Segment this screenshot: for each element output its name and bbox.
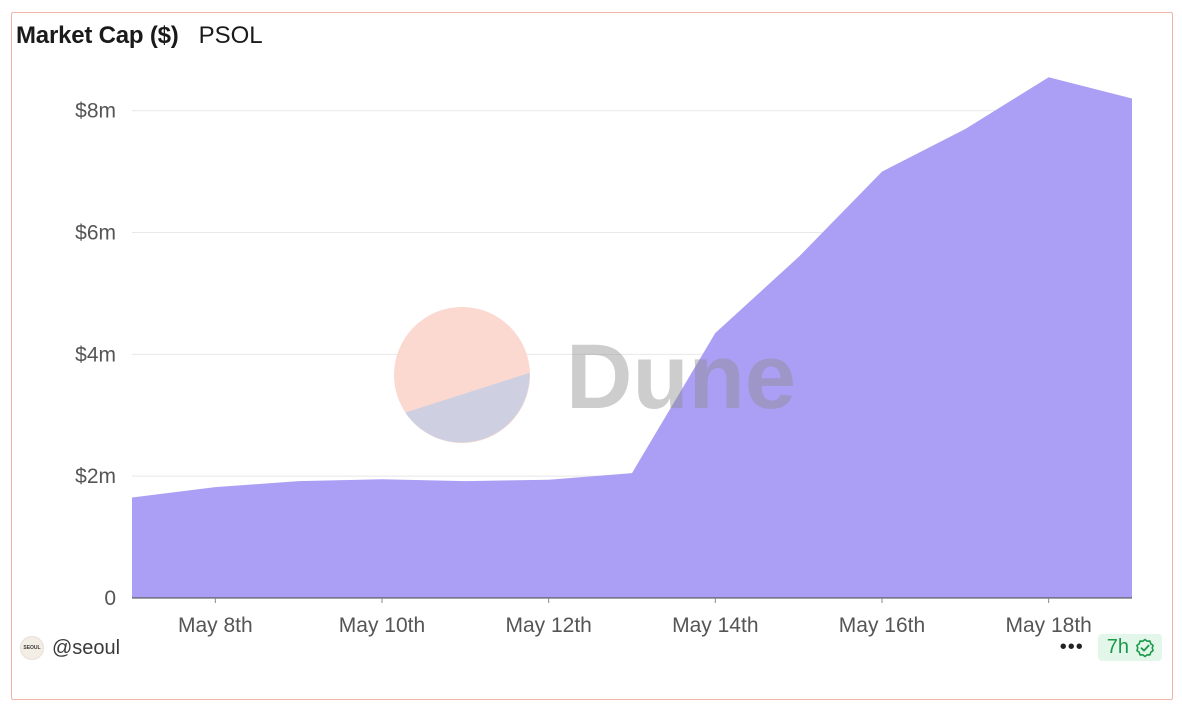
y-tick-label: $2m [75, 465, 116, 488]
chart-subtitle: PSOL [198, 22, 263, 49]
verified-check-icon [1136, 638, 1154, 657]
y-axis-ticks: 0 $2m $4m $6m $8m [75, 100, 116, 610]
x-tick-label: May 18th [1005, 614, 1091, 637]
y-tick-label: 0 [104, 587, 116, 610]
x-tick-label: May 8th [178, 614, 253, 637]
avatar[interactable]: SEOUL [20, 636, 44, 660]
author-info[interactable]: SEOUL @seoul [20, 636, 120, 660]
refresh-badge[interactable]: 7h [1097, 634, 1162, 661]
y-tick-label: $8m [75, 100, 116, 123]
footer-actions: ••• 7h [1060, 634, 1162, 661]
watermark-circle-bottom [405, 372, 530, 443]
refresh-time: 7h [1106, 636, 1129, 658]
author-name[interactable]: @seoul [52, 636, 121, 659]
x-tick-label: May 12th [505, 614, 591, 637]
x-tick-label: May 14th [672, 614, 758, 637]
market-cap-area [132, 77, 1132, 598]
avatar-text: SEOUL [23, 644, 41, 651]
ellipsis-icon[interactable]: ••• [1059, 636, 1084, 658]
chart-title: Market Cap ($) [16, 22, 179, 49]
dune-watermark [394, 307, 530, 443]
y-tick-label: $6m [75, 222, 116, 245]
x-tick-label: May 10th [339, 614, 425, 637]
watermark-text: Dune [566, 326, 796, 428]
x-axis-ticks: May 8th May 10th May 12th May 14th May 16th M… [178, 598, 1092, 637]
y-tick-label: $4m [75, 343, 116, 366]
x-tick-label: May 16th [839, 614, 925, 637]
chart-header: Market Cap ($) PSOL [16, 22, 263, 50]
